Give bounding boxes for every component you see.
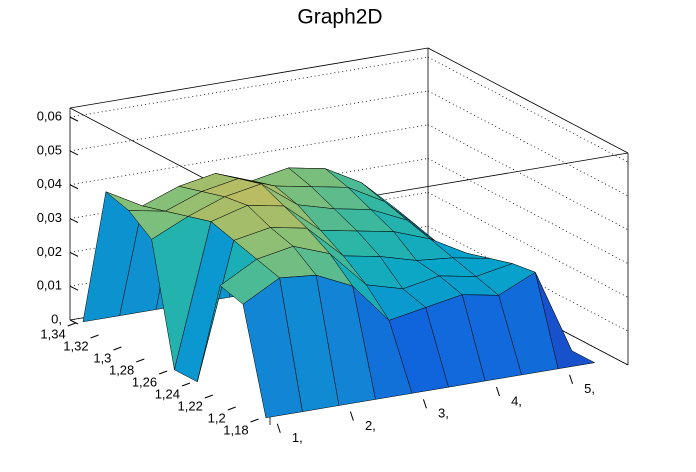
z-tick — [69, 116, 79, 122]
y-tick-label: 1,18 — [223, 422, 248, 437]
box-edge — [69, 47, 429, 109]
grid-line — [427, 90, 629, 197]
surface-cell — [242, 277, 303, 419]
z-tick — [69, 285, 79, 291]
z-tick-label: 0, — [51, 311, 62, 326]
y-tick-label: 1,3 — [93, 350, 111, 365]
z-tick-label: 0,05 — [37, 142, 62, 157]
y-tick — [181, 382, 191, 387]
y-tick-label: 1,24 — [155, 386, 180, 401]
grid-line — [427, 56, 629, 163]
z-tick — [69, 251, 79, 257]
z-tick — [69, 184, 79, 190]
y-tick-label: 1,32 — [63, 338, 88, 353]
grid-line — [427, 124, 629, 231]
grid-line — [69, 56, 429, 118]
x-tick-label: 5, — [584, 381, 595, 396]
y-tick — [204, 394, 214, 399]
x-tick — [422, 399, 427, 409]
y-tick — [136, 358, 145, 363]
z-tick — [69, 218, 79, 224]
x-tick-label: 4, — [511, 393, 522, 408]
y-tick-label: 1,26 — [132, 374, 157, 389]
y-tick — [158, 370, 168, 375]
box-edge — [427, 47, 629, 154]
x-tick-label: 2, — [365, 418, 376, 433]
x-tick — [349, 411, 354, 421]
y-tick — [250, 418, 259, 423]
grid-line — [69, 90, 429, 152]
z-tick-label: 0,03 — [37, 210, 62, 225]
grid-line — [427, 192, 629, 298]
grid-line — [69, 124, 429, 186]
y-tick-label: 1,28 — [109, 362, 134, 377]
x-tick-label: 3, — [438, 406, 449, 421]
z-tick — [69, 319, 79, 325]
z-tick — [69, 150, 79, 156]
y-tick — [227, 406, 236, 411]
x-tick — [569, 374, 574, 384]
x-tick — [276, 423, 281, 433]
grid-line — [427, 158, 629, 264]
y-tick-label: 1,2 — [208, 410, 226, 425]
y-tick — [113, 346, 122, 351]
z-tick-label: 0,04 — [37, 176, 62, 191]
y-tick-label: 1,22 — [178, 398, 203, 413]
x-tick — [496, 386, 500, 397]
z-tick-label: 0,06 — [37, 109, 62, 124]
chart-title: Graph2D — [297, 6, 382, 29]
y-tick-label: 1,34 — [40, 326, 65, 341]
y-tick — [67, 322, 76, 327]
y-tick — [90, 334, 99, 339]
z-tick-label: 0,01 — [37, 278, 62, 293]
x-tick-label: 1, — [292, 430, 303, 445]
z-tick-label: 0,02 — [37, 244, 62, 259]
